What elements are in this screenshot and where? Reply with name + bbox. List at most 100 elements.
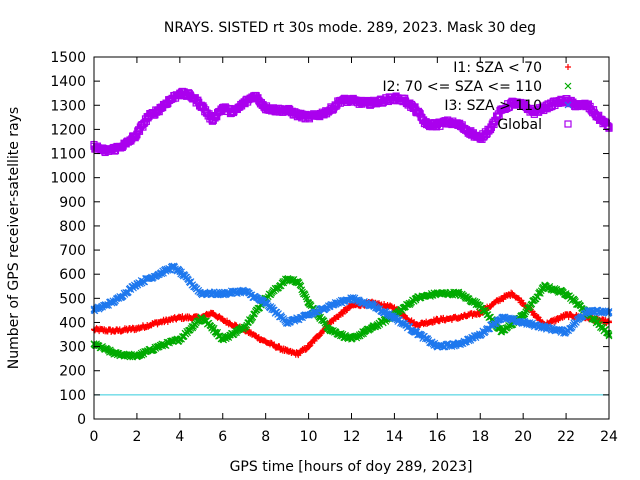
series-2-point: [412, 328, 420, 336]
x-tick-label: 4: [175, 429, 184, 445]
series-3-point: [347, 96, 356, 105]
series-2-point: [369, 302, 377, 309]
legend-label-3: Global: [497, 117, 542, 133]
series-0-point: [284, 348, 291, 355]
series-0-marker: [303, 346, 310, 353]
series-2-point: [476, 331, 484, 338]
y-tick-label: 1400: [50, 74, 86, 90]
y-tick-label: 1100: [50, 147, 86, 163]
series-0-point: [305, 343, 312, 350]
x-tick-label: 10: [300, 429, 318, 445]
series-3-point: [283, 106, 291, 114]
series-0-marker: [311, 337, 318, 344]
series-1-point: [562, 290, 570, 297]
x-tick-label: 18: [471, 429, 489, 445]
series-1-point: [433, 290, 441, 297]
series-1-point: [498, 328, 506, 336]
series-3-point: [111, 145, 120, 153]
series-0-point: [455, 314, 462, 321]
series-3-point: [304, 113, 313, 121]
series-3-point: [165, 96, 173, 105]
series-3-point: [465, 128, 474, 136]
series-0-marker: [339, 310, 346, 317]
series-3-point: [315, 111, 323, 119]
series-3-point: [133, 130, 141, 138]
series-1-marker: [320, 317, 328, 325]
legend-marker-2: [564, 101, 572, 109]
series-3-point: [423, 120, 431, 129]
series-1-marker: [251, 310, 258, 318]
series-3-point: [240, 99, 248, 107]
x-tick-label: 16: [428, 429, 446, 445]
series-1-point: [208, 323, 216, 331]
series-3-point: [583, 101, 592, 109]
y-tick-label: 1500: [50, 50, 86, 66]
series-3-point: [337, 96, 345, 105]
series-2-marker: [171, 263, 179, 271]
series-1-point: [326, 326, 334, 334]
x-tick-label: 0: [90, 429, 99, 445]
y-tick-label: 100: [59, 388, 86, 404]
series-3-point: [551, 99, 559, 107]
series-2-point: [326, 302, 334, 309]
x-tick-label: 14: [386, 429, 404, 445]
series-2-point: [584, 306, 591, 314]
series-2-point: [348, 294, 355, 302]
series-3-point: [219, 104, 227, 112]
y-tick-label: 600: [59, 267, 86, 283]
series-3-point: [186, 92, 195, 100]
series-2-point: [169, 263, 177, 271]
series-2-point: [262, 299, 270, 307]
x-tick-label: 24: [600, 429, 618, 445]
series-3-point: [594, 113, 602, 121]
series-2-point: [541, 323, 549, 331]
legend-marker-0: [565, 64, 571, 70]
series-0-point: [209, 309, 216, 316]
series-2-point: [197, 290, 205, 297]
series-2-point: [112, 297, 119, 305]
series-3-point: [541, 104, 549, 112]
legend-label-0: I1: SZA < 70: [453, 60, 542, 76]
x-tick-label: 2: [132, 429, 141, 445]
y-tick-label: 400: [59, 315, 86, 331]
series-3-point: [444, 118, 452, 126]
series-3-point: [101, 147, 109, 155]
series-2-point: [455, 340, 463, 348]
series-0-point: [498, 295, 505, 302]
series-3-point: [519, 101, 527, 109]
series-3-point: [294, 111, 302, 119]
series-3-point: [498, 106, 506, 114]
series-1-point: [240, 323, 248, 331]
series-1-marker: [321, 319, 329, 327]
x-tick-label: 6: [218, 429, 227, 445]
y-tick-label: 900: [59, 195, 86, 211]
y-tick-label: 800: [59, 219, 86, 235]
series-3-point: [272, 106, 280, 114]
x-tick-label: 8: [261, 429, 270, 445]
series-1-point: [519, 311, 527, 319]
series-2-point: [433, 343, 441, 351]
series-0-point: [176, 314, 183, 321]
series-1-point: [541, 282, 549, 290]
series-3-point: [369, 99, 377, 107]
series-1-point: [294, 278, 302, 285]
y-tick-label: 700: [59, 243, 86, 259]
series-3-point: [122, 140, 130, 148]
series-3-point: [455, 120, 463, 129]
series-0-point: [133, 325, 140, 332]
x-tick-label: 12: [343, 429, 361, 445]
series-1-point: [197, 314, 205, 322]
y-tick-label: 0: [77, 412, 86, 428]
series-1-point: [305, 299, 313, 307]
series-2-point: [133, 280, 141, 288]
legend-label-2: I3: SZA > 110: [444, 98, 542, 114]
series-2-point: [154, 270, 162, 278]
y-tick-label: 1000: [50, 171, 86, 187]
series-1-point: [176, 335, 184, 343]
series-0-point: [412, 321, 419, 328]
series-1-point: [219, 335, 227, 343]
series-1-point: [348, 335, 355, 343]
series-0-point: [155, 319, 162, 326]
series-3-point: [262, 104, 270, 112]
series-2-point: [283, 319, 291, 326]
